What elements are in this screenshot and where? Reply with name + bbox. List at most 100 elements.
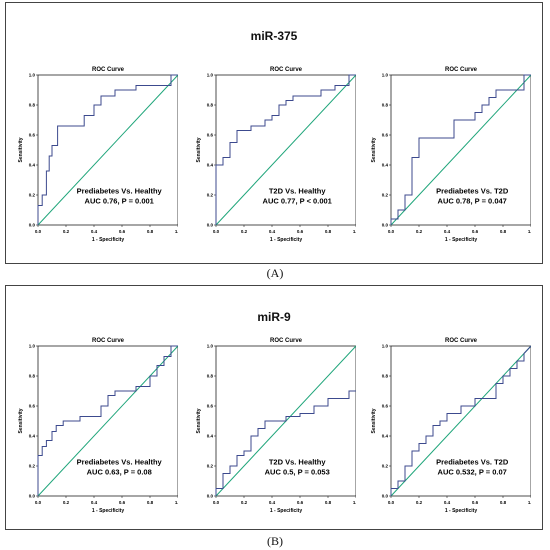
annotation-auc: AUC 0.76, P = 0.001 — [85, 197, 154, 206]
x-tick-label: 0.0 — [35, 229, 42, 234]
roc-curve-line — [37, 345, 178, 496]
y-tick-label: 1.0 — [29, 344, 36, 349]
plot-area — [37, 345, 178, 497]
y-tick-label: 0.8 — [207, 374, 214, 379]
y-tick-label: 0.2 — [207, 464, 214, 469]
chart-title: ROC Curve — [445, 338, 478, 344]
roc-curve-line — [390, 345, 531, 496]
x-tick-label: 0.0 — [213, 229, 220, 234]
x-tick-label: 0.8 — [147, 229, 154, 234]
x-axis-label: 1 - Specificity — [92, 508, 124, 514]
y-tick-label: 0.6 — [29, 404, 36, 409]
x-tick-label: 1.0 — [528, 500, 531, 505]
annotation-comparison: Prediabetes Vs. Healthy — [77, 187, 163, 196]
y-tick-label: 0.6 — [207, 133, 214, 138]
y-tick-label: 0.6 — [382, 133, 389, 138]
y-axis-label: Sensitivity — [371, 137, 377, 162]
chart-title: ROC Curve — [92, 338, 125, 344]
x-tick-label: 0.4 — [444, 500, 451, 505]
x-tick-label: 0.2 — [416, 500, 423, 505]
x-tick-label: 0.4 — [91, 500, 98, 505]
x-axis-label: 1 - Specificity — [445, 237, 477, 243]
x-tick-label: 0.0 — [35, 500, 42, 505]
y-tick-label: 1.0 — [382, 344, 389, 349]
x-tick-label: 0.2 — [241, 500, 248, 505]
x-tick-label: 0.4 — [269, 229, 276, 234]
reference-line — [215, 74, 356, 226]
roc-chart-a1: ROC Curve 0.0 0.2 0.4 0.6 0.8 1.0 0.0 0.2 0.4 0.6 0… — [18, 67, 178, 243]
x-tick-label: 1.0 — [175, 500, 178, 505]
y-tick-label: 0.4 — [382, 434, 389, 439]
y-tick-label: 0.6 — [382, 404, 389, 409]
x-tick-label: 0.8 — [325, 229, 332, 234]
y-tick-label: 0.8 — [29, 374, 36, 379]
x-axis-label: 1 - Specificity — [445, 508, 477, 514]
y-tick-label: 0.0 — [29, 494, 36, 499]
y-tick-label: 1.0 — [207, 73, 214, 78]
chart-title: ROC Curve — [92, 67, 125, 73]
reference-line — [390, 74, 531, 226]
panel-b-frame: miR-9 ROC Curve 0.0 0.2 0.4 0.6 0.8 1.0 0.0 0.2 0… — [5, 285, 543, 530]
plot-area — [390, 345, 531, 497]
roc-chart-b3: ROC Curve 0.0 0.2 0.4 0.6 0.8 1.0 0.0 0.2 0.4 0.6 0… — [371, 338, 531, 514]
x-axis-label: 1 - Specificity — [92, 237, 124, 243]
y-axis-label: Sensitivity — [371, 408, 377, 433]
chart-title: ROC Curve — [270, 67, 303, 73]
annotation-auc: AUC 0.77, P < 0.001 — [263, 197, 332, 206]
x-tick-label: 0.2 — [241, 229, 248, 234]
x-tick-label: 0.0 — [213, 500, 220, 505]
y-tick-label: 0.8 — [29, 103, 36, 108]
roc-curve-line — [390, 74, 531, 225]
x-tick-label: 0.6 — [472, 229, 479, 234]
y-tick-label: 0.2 — [207, 193, 214, 198]
plot-area — [215, 345, 356, 497]
y-tick-label: 0.2 — [29, 464, 36, 469]
x-tick-label: 0.6 — [472, 500, 479, 505]
y-tick-label: 0.8 — [207, 103, 214, 108]
roc-curve-line — [215, 390, 356, 496]
roc-chart-b1: ROC Curve 0.0 0.2 0.4 0.6 0.8 1.0 0.0 0.2 0.4 0.6 0… — [18, 338, 178, 514]
panel-b-title: miR-9 — [257, 310, 291, 324]
x-tick-label: 0.8 — [325, 500, 332, 505]
reference-line — [37, 345, 178, 497]
panel-a-title: miR-375 — [250, 29, 298, 43]
plot-area — [37, 74, 178, 226]
roc-curve-line — [215, 74, 356, 225]
annotation-auc: AUC 0.63, P = 0.08 — [87, 468, 152, 477]
roc-chart-a2: ROC Curve 0.0 0.2 0.4 0.6 0.8 1.0 0.0 0.2 0.4 0.6 0… — [196, 67, 356, 243]
x-tick-label: 1.0 — [175, 229, 178, 234]
x-tick-label: 0.6 — [297, 229, 304, 234]
x-tick-label: 0.8 — [500, 229, 507, 234]
x-tick-label: 0.4 — [91, 229, 98, 234]
x-tick-label: 0.6 — [119, 229, 126, 234]
y-tick-label: 0.8 — [382, 103, 389, 108]
panel-a-label: (A) — [266, 266, 284, 280]
x-tick-label: 1.0 — [353, 229, 356, 234]
reference-line — [37, 74, 178, 226]
x-tick-label: 0.8 — [500, 500, 507, 505]
y-tick-label: 0.0 — [382, 494, 389, 499]
y-axis-label: Sensitivity — [18, 137, 24, 162]
y-tick-label: 0.2 — [29, 193, 36, 198]
y-tick-label: 0.0 — [382, 223, 389, 228]
y-tick-label: 0.2 — [382, 193, 389, 198]
x-tick-label: 0.2 — [63, 500, 70, 505]
x-tick-label: 0.2 — [63, 229, 70, 234]
annotation-auc: AUC 0.78, P = 0.047 — [438, 197, 507, 206]
panel-b-label: (B) — [267, 534, 283, 548]
x-tick-label: 0.4 — [269, 500, 276, 505]
x-axis-label: 1 - Specificity — [270, 508, 302, 514]
y-tick-label: 0.0 — [207, 223, 214, 228]
y-tick-label: 1.0 — [382, 73, 389, 78]
y-axis-label: Sensitivity — [18, 408, 24, 433]
x-tick-label: 0.4 — [444, 229, 451, 234]
y-tick-label: 0.4 — [29, 163, 36, 168]
y-tick-label: 0.0 — [207, 494, 214, 499]
x-axis-label: 1 - Specificity — [270, 237, 302, 243]
x-tick-label: 1.0 — [528, 229, 531, 234]
roc-curve-line — [37, 74, 178, 225]
panel-a-frame: miR-375 ROC Curve0.00.20.40.60.81.00.00.… — [5, 2, 543, 264]
chart-title: ROC Curve — [445, 67, 478, 73]
annotation-comparison: T2D Vs. Healthy — [269, 458, 327, 467]
plot-area — [215, 74, 356, 226]
